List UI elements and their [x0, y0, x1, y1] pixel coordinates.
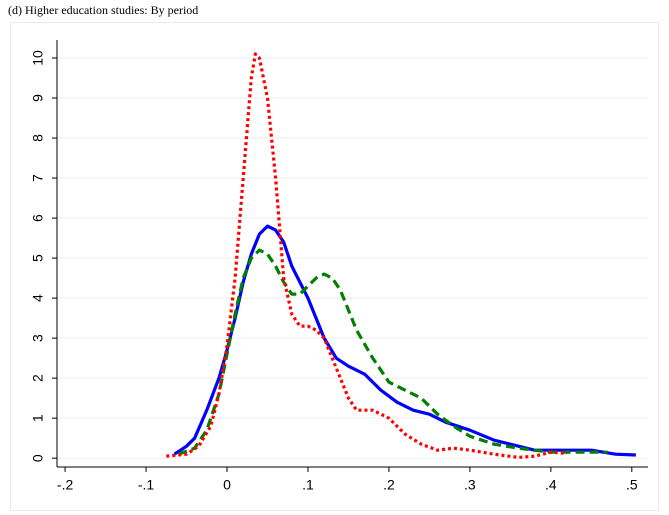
x-tick-label: .5 [626, 477, 638, 493]
y-tick-label: 6 [30, 214, 46, 222]
plot-region [10, 22, 659, 511]
y-tick-label: 0 [30, 454, 46, 462]
density-line [177, 248, 608, 456]
chart-title: (d) Higher education studies: By period [8, 3, 198, 17]
y-tick-label: 2 [30, 374, 46, 382]
y-tick-label: 10 [30, 50, 46, 66]
y-tick-label: 1 [30, 414, 46, 422]
x-tick-label: 0 [223, 477, 231, 493]
x-tick-label: .4 [545, 477, 557, 493]
x-tick-label: .2 [383, 477, 395, 493]
x-tick-label: -.2 [57, 477, 74, 493]
y-tick-label: 5 [30, 254, 46, 262]
y-tick-label: 3 [30, 334, 46, 342]
y-tick-label: 8 [30, 134, 46, 142]
x-tick-label: .1 [302, 477, 314, 493]
x-tick-label: .3 [464, 477, 476, 493]
y-tick-label: 7 [30, 174, 46, 182]
y-tick-label: 4 [30, 294, 46, 302]
density-line [173, 224, 636, 457]
y-tick-label: 9 [30, 94, 46, 102]
x-tick-label: -.1 [138, 477, 155, 493]
